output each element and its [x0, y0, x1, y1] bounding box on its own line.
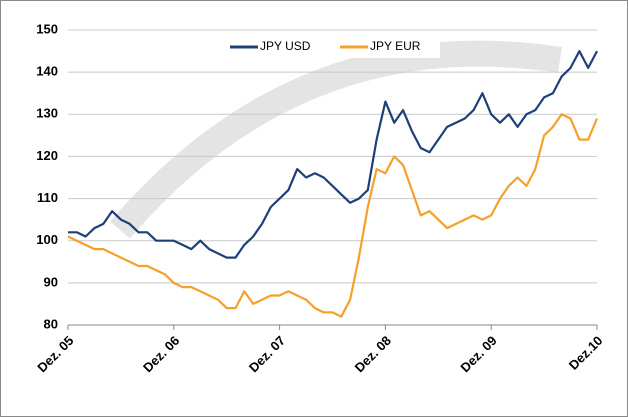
- line-series: [67, 113, 599, 318]
- y-tick-label: 110: [37, 190, 58, 205]
- y-tick-label: 90: [44, 274, 58, 289]
- y-tick-label: 140: [36, 64, 58, 79]
- line-series: [68, 50, 598, 259]
- legend-label: JPY USD: [260, 39, 311, 53]
- watermark-arc: [110, 40, 562, 239]
- legend-label: JPY EUR: [370, 39, 421, 53]
- y-tick-label: 150: [36, 21, 58, 36]
- legend-box: [208, 36, 440, 58]
- y-tick-label: 100: [36, 232, 58, 247]
- y-tick-label: 80: [44, 316, 58, 331]
- y-tick-label: 130: [36, 106, 58, 121]
- y-tick-label: 120: [36, 148, 58, 163]
